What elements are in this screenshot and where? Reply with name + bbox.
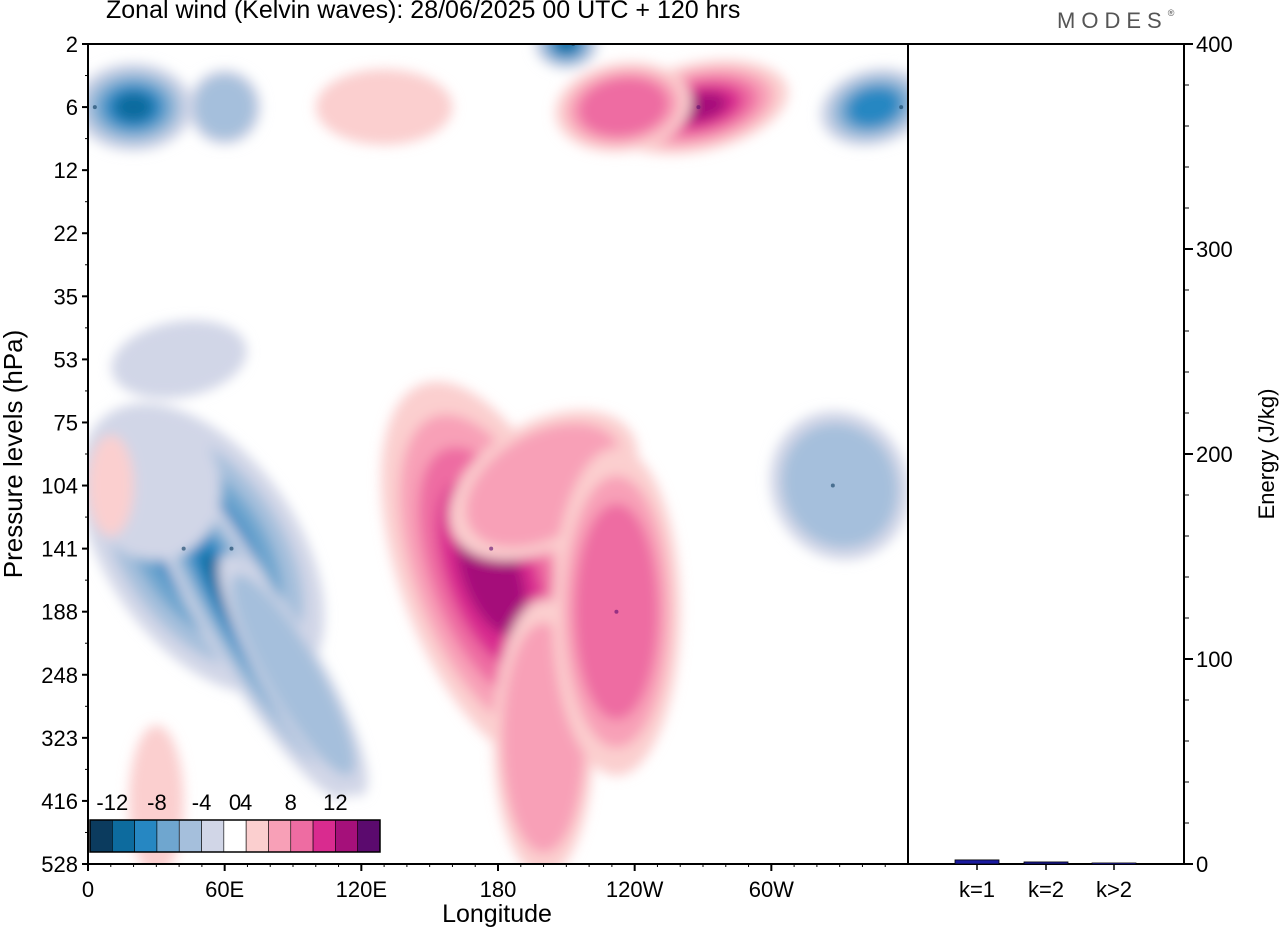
colorbar-swatch: [89, 819, 113, 853]
colorbar-swatch: [156, 819, 180, 853]
pressure-axis: 2 6 12 22 35 53 75 104 141 188 248 323 416 528: [41, 32, 88, 877]
field-extremum: [899, 105, 904, 110]
colorbar-swatch: [245, 819, 269, 853]
colorbar-swatch: [268, 819, 292, 853]
energy-tick-label: 300: [1196, 237, 1233, 262]
colorbar-frame: [89, 819, 381, 853]
longitude-tick-label: 180: [480, 877, 517, 902]
pressure-tick-label: 416: [41, 789, 78, 814]
pressure-tick-label: 141: [41, 537, 78, 562]
wavenumber-label: k=2: [1028, 877, 1064, 902]
longitude-tick-label: 60W: [749, 877, 794, 902]
colorbar-tick-label: -4: [192, 790, 212, 815]
contour-fill: [781, 423, 898, 548]
colorbar-tick-label: -12: [96, 790, 128, 815]
colorbar-swatch: [357, 819, 381, 853]
brand-logo-text: MODES: [1057, 8, 1168, 33]
energy-bar: [1023, 861, 1069, 865]
colorbar-swatch: [201, 819, 225, 853]
colorbar-swatch: [134, 819, 158, 853]
wavenumber-label: k>2: [1096, 877, 1132, 902]
pressure-tick-label: 528: [41, 852, 78, 877]
colorbar-swatch: [335, 819, 358, 853]
pressure-tick-label: 53: [54, 347, 78, 372]
contour-fill: [114, 92, 153, 122]
heatmap-field: [88, 44, 908, 864]
colorbar-tick-label: 0: [229, 790, 241, 815]
colorbar-swatch: [178, 819, 202, 853]
colorbar-swatch: [312, 819, 336, 853]
contour-fill: [556, 44, 577, 53]
pressure-tick-label: 104: [41, 474, 78, 499]
field-extremum: [830, 483, 835, 488]
contour-fill-group: [88, 44, 908, 864]
energy-bars: [954, 859, 1137, 865]
energy-plot-frame: [907, 43, 1185, 865]
pressure-tick-label: 35: [54, 284, 78, 309]
colorbar-swatch: [290, 819, 314, 853]
energy-tick-label: 0: [1196, 852, 1208, 877]
field-extremum: [614, 609, 619, 614]
contour-fill: [578, 77, 669, 137]
brand-logo: MODES®: [1057, 8, 1174, 34]
longitude-tick-label: 120W: [606, 877, 664, 902]
pressure-tick-label: 188: [41, 600, 78, 625]
field-extremum: [181, 546, 186, 551]
energy-tick-label: 200: [1196, 442, 1233, 467]
longitude-tick-label: 60E: [205, 877, 244, 902]
contour-fill: [194, 75, 255, 139]
energy-tick-label: 400: [1196, 32, 1233, 57]
pressure-tick-label: 75: [54, 410, 78, 435]
colorbar-tick-label: 12: [323, 790, 347, 815]
contour-fill: [111, 320, 247, 399]
energy-axis: 0 100 200 300 400: [1184, 32, 1233, 877]
pressure-tick-label: 22: [54, 221, 78, 246]
colorbar-swatch: [112, 819, 135, 853]
contour-fill: [847, 87, 901, 127]
field-extremum: [696, 105, 701, 110]
longitude-axis-title: Longitude: [442, 900, 552, 928]
colorbar-swatch: [223, 819, 247, 853]
longitude-tick-label: 120E: [336, 877, 387, 902]
contour-fill: [231, 574, 355, 776]
colorbar-tick-label: -8: [147, 790, 167, 815]
energy-bar: [954, 859, 1000, 865]
pressure-tick-label: 248: [41, 663, 78, 688]
colorbar-tick-label: 4: [240, 790, 252, 815]
energy-tick-label: 100: [1196, 647, 1233, 672]
longitude-tick-label: 0: [82, 877, 94, 902]
chart-title: Zonal wind (Kelvin waves): 28/06/2025 00…: [106, 0, 741, 24]
colorbar-tick-label: 8: [285, 790, 297, 815]
field-extremum: [92, 105, 97, 110]
pressure-tick-label: 323: [41, 726, 78, 751]
brand-registered-mark: ®: [1167, 8, 1175, 18]
pressure-tick-label: 12: [54, 158, 78, 183]
pressure-tick-label: 2: [66, 32, 78, 57]
wavenumber-label: k=1: [959, 877, 995, 902]
contour-fill: [315, 69, 453, 145]
energy-axis-title: Energy (J/kg): [1254, 389, 1279, 520]
wavenumber-axis: k=1 k=2 k>2: [959, 864, 1132, 902]
colorbar-legend: -12 -8 -4 04 8 12: [89, 790, 381, 853]
field-extremum: [489, 546, 494, 551]
pressure-tick-label: 6: [66, 95, 78, 120]
contour-fill: [88, 435, 134, 536]
field-extremum: [229, 546, 234, 551]
pressure-axis-title: Pressure levels (hPa): [0, 330, 28, 579]
longitude-axis: 0 60E 120E 180 120W 60W: [82, 864, 886, 902]
